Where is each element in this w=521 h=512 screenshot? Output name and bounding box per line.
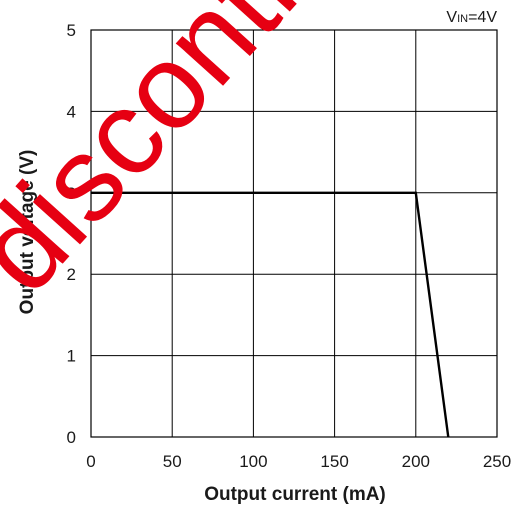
x-tick-label: 0 xyxy=(86,452,95,471)
y-tick-label: 3 xyxy=(67,184,76,203)
y-tick-labels: 0 1 2 3 4 5 xyxy=(67,21,76,447)
y-tick-label: 2 xyxy=(67,265,76,284)
series-layer xyxy=(91,191,450,438)
y-tick-label: 1 xyxy=(67,347,76,366)
x-axis-title: Output current (mA) xyxy=(204,484,386,505)
y-axis-title: Output voltage (V) xyxy=(17,150,38,315)
condition-sub: IN xyxy=(457,13,468,25)
series-line xyxy=(91,191,450,438)
condition-label: VIN=4V xyxy=(446,9,497,26)
x-tick-labels: 0 50 100 150 200 250 xyxy=(86,452,511,471)
x-tick-label: 200 xyxy=(402,452,430,471)
x-tick-label: 50 xyxy=(163,452,182,471)
x-tick-label: 100 xyxy=(239,452,267,471)
condition-rest: =4V xyxy=(468,9,497,26)
y-tick-label: 0 xyxy=(67,428,76,447)
condition-main: V xyxy=(446,9,457,26)
y-tick-label: 5 xyxy=(67,21,76,40)
y-tick-label: 4 xyxy=(67,102,76,121)
x-tick-label: 250 xyxy=(483,452,511,471)
plot-frame xyxy=(90,29,498,438)
x-tick-label: 150 xyxy=(320,452,348,471)
